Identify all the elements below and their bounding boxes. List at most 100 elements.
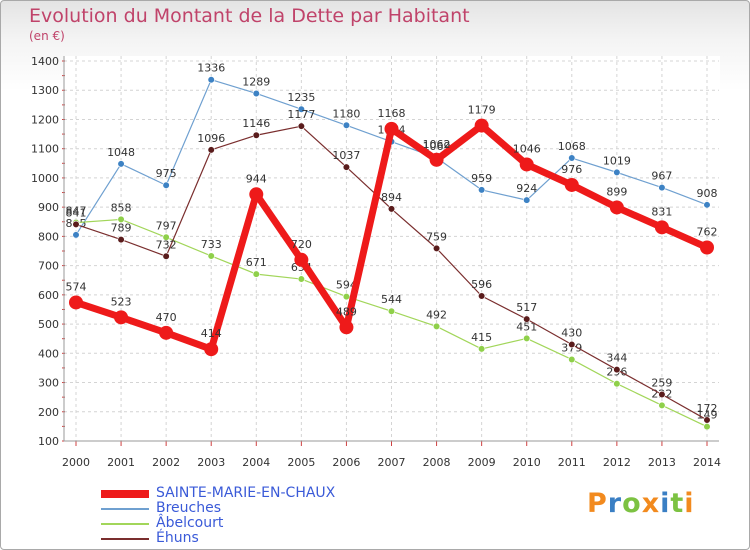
data-point xyxy=(297,105,305,113)
data-label: 1177 xyxy=(287,108,315,121)
data-point xyxy=(342,121,351,129)
data-label: 976 xyxy=(561,163,582,176)
y-tick-label: 1100 xyxy=(31,143,59,156)
data-label: 732 xyxy=(156,238,177,251)
data-label: 759 xyxy=(426,230,447,243)
data-label: 967 xyxy=(651,170,672,183)
data-point xyxy=(162,233,170,241)
data-label: 924 xyxy=(516,182,537,195)
legend-item-ehuns: Éhuns xyxy=(101,530,461,547)
data-label: 762 xyxy=(697,225,718,238)
y-tick-label: 1300 xyxy=(31,84,59,97)
data-label: 1019 xyxy=(603,154,631,167)
data-label: 430 xyxy=(561,327,582,340)
data-point xyxy=(297,122,305,130)
data-point xyxy=(613,380,621,388)
data-point xyxy=(117,236,125,244)
data-point xyxy=(523,334,531,343)
y-tick-label: 600 xyxy=(38,289,59,302)
data-point xyxy=(387,307,396,315)
data-point xyxy=(519,157,534,172)
data-point xyxy=(703,416,711,424)
data-label: 415 xyxy=(471,331,492,344)
data-point xyxy=(207,252,215,260)
data-point xyxy=(114,310,129,325)
data-point xyxy=(252,89,260,98)
data-point xyxy=(568,340,576,349)
chart-subtitle: (en €) xyxy=(29,29,65,43)
y-tick-label: 300 xyxy=(38,377,59,390)
data-label: 1037 xyxy=(332,149,360,162)
data-label: 149 xyxy=(697,409,718,422)
data-point xyxy=(432,322,441,331)
data-label: 1168 xyxy=(378,107,406,120)
data-point xyxy=(658,390,666,399)
data-label: 594 xyxy=(336,279,357,292)
data-point xyxy=(523,196,531,204)
y-tick-label: 500 xyxy=(38,318,59,331)
data-point xyxy=(207,146,215,154)
x-tick-label: 2013 xyxy=(648,456,676,469)
data-label: 1336 xyxy=(197,62,225,75)
x-tick-label: 2000 xyxy=(62,456,90,469)
legend-item-breuches: Breuches xyxy=(101,500,461,517)
chart-title: Evolution du Montant de la Dette par Hab… xyxy=(29,5,470,27)
data-point xyxy=(523,315,531,323)
data-point xyxy=(117,160,125,168)
data-label: 975 xyxy=(156,167,177,180)
data-label: 470 xyxy=(156,311,177,324)
data-point xyxy=(387,205,396,213)
data-label: 847 xyxy=(66,205,87,218)
data-point xyxy=(613,366,621,374)
data-label: 831 xyxy=(651,205,672,218)
data-point xyxy=(162,252,170,260)
data-point xyxy=(294,252,309,267)
data-point xyxy=(478,186,486,194)
data-label: 492 xyxy=(426,308,447,321)
data-label: 894 xyxy=(381,191,402,204)
legend-swatch xyxy=(101,523,149,525)
x-tick-label: 2001 xyxy=(107,456,135,469)
proxiti-logo: Proxiti xyxy=(587,488,695,519)
data-label: 1235 xyxy=(287,91,315,104)
y-tick-label: 1200 xyxy=(31,113,59,126)
y-tick-label: 900 xyxy=(38,201,59,214)
data-point xyxy=(703,423,711,431)
data-point xyxy=(654,220,669,235)
x-tick-label: 2008 xyxy=(423,456,451,469)
x-tick-label: 2005 xyxy=(287,456,315,469)
data-label: 1048 xyxy=(107,146,135,159)
data-point xyxy=(384,121,399,136)
legend-label: Éhuns xyxy=(156,530,199,546)
x-tick-label: 2002 xyxy=(152,456,180,469)
x-tick-label: 2010 xyxy=(513,456,541,469)
data-point xyxy=(658,183,666,192)
legend-swatch xyxy=(101,538,149,540)
data-label: 908 xyxy=(697,187,718,200)
data-point xyxy=(297,275,305,283)
data-label: 344 xyxy=(606,352,627,365)
data-point xyxy=(117,215,125,224)
x-tick-label: 2012 xyxy=(603,456,631,469)
data-label: 797 xyxy=(156,219,177,232)
y-tick-label: 1400 xyxy=(31,55,59,68)
y-tick-label: 200 xyxy=(38,406,59,419)
data-point xyxy=(252,270,260,278)
data-label: 414 xyxy=(201,327,222,340)
x-tick-label: 2011 xyxy=(558,456,586,469)
y-tick-label: 800 xyxy=(38,230,59,243)
data-point xyxy=(613,168,621,176)
data-point xyxy=(204,342,219,357)
data-label: 858 xyxy=(111,201,132,214)
data-label: 1046 xyxy=(513,142,541,155)
data-label: 720 xyxy=(291,238,312,251)
data-point xyxy=(342,163,351,171)
data-label: 544 xyxy=(381,293,402,306)
data-point xyxy=(342,293,351,301)
data-point xyxy=(162,181,170,189)
data-point xyxy=(432,244,441,252)
data-label: 489 xyxy=(336,305,357,318)
data-label: 517 xyxy=(516,301,537,314)
